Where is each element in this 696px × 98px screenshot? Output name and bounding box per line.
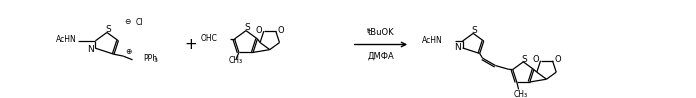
Text: S: S — [105, 25, 111, 34]
Text: O: O — [278, 26, 284, 35]
Text: N: N — [454, 43, 461, 52]
Text: Cl: Cl — [136, 18, 143, 27]
Text: S: S — [471, 26, 477, 35]
Text: O: O — [532, 55, 539, 64]
Text: OHC: OHC — [201, 34, 218, 43]
Text: S: S — [244, 23, 250, 32]
Text: N: N — [87, 45, 93, 54]
Text: AcHN: AcHN — [422, 36, 442, 45]
Text: S: S — [521, 55, 527, 64]
Text: tBuOK: tBuOK — [367, 28, 394, 37]
Text: ⊕: ⊕ — [126, 47, 132, 56]
Text: O: O — [255, 26, 262, 35]
Text: +: + — [184, 37, 197, 52]
Text: CH₃: CH₃ — [228, 56, 242, 65]
Text: PPh: PPh — [143, 54, 158, 63]
Text: O: O — [555, 55, 561, 64]
Text: ДМФА: ДМФА — [367, 51, 395, 60]
Text: CH₃: CH₃ — [514, 90, 528, 98]
Text: AcHN: AcHN — [56, 35, 77, 44]
Text: t: t — [367, 28, 370, 34]
Text: 3: 3 — [154, 58, 158, 63]
Text: ⊖: ⊖ — [124, 17, 131, 26]
